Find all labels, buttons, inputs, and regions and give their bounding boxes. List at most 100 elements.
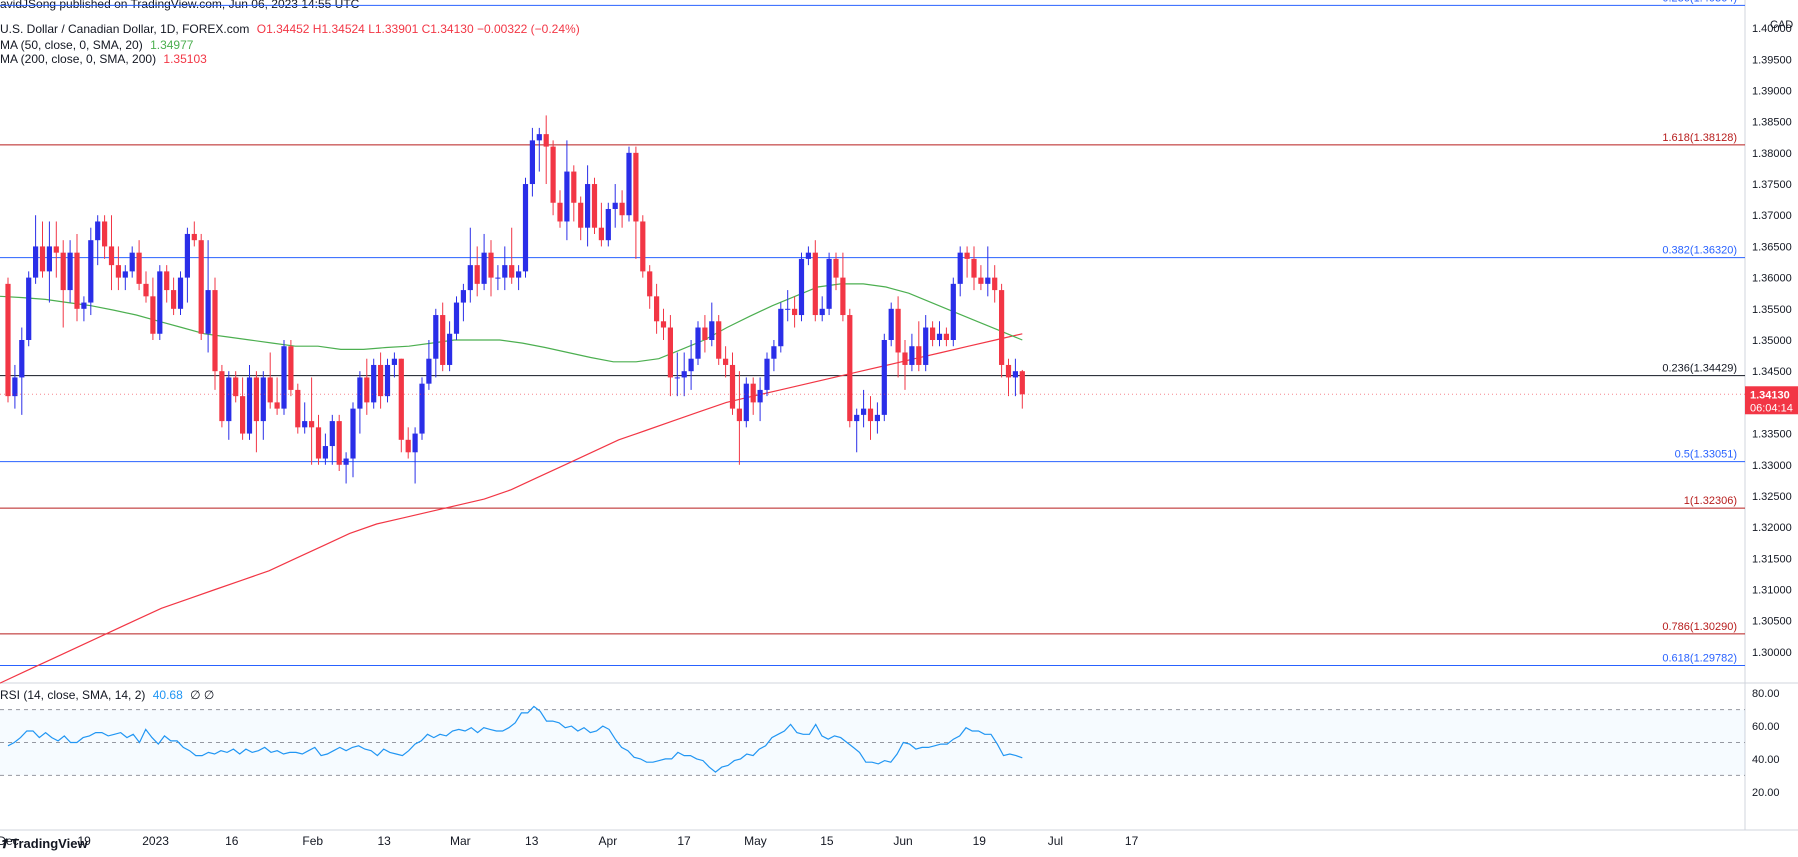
- ma50-label[interactable]: MA (50, close, 0, SMA, 20): [0, 38, 143, 52]
- candle-body: [522, 184, 529, 272]
- candle-body: [681, 371, 687, 378]
- candle: [315, 414, 322, 465]
- candle-body: [874, 414, 880, 422]
- candle-body: [1005, 364, 1012, 378]
- candle: [516, 265, 522, 291]
- candle-body: [930, 327, 936, 340]
- candle: [867, 396, 874, 440]
- time-tick-label: Jun: [893, 834, 912, 848]
- time-tick-label: Apr: [599, 834, 618, 848]
- candle: [660, 308, 667, 340]
- candle: [426, 340, 432, 390]
- candle: [336, 414, 342, 472]
- rsi-tick-label: 40.00: [1752, 754, 1780, 766]
- candle-body: [985, 277, 991, 284]
- candle-body: [136, 252, 142, 284]
- price-tick-label: 1.35500: [1752, 304, 1792, 316]
- candle: [115, 246, 121, 291]
- symbol-title[interactable]: U.S. Dollar / Canadian Dollar, 1D, FOREX…: [0, 22, 250, 36]
- candle: [771, 340, 777, 372]
- candle-body: [357, 377, 363, 409]
- candle-body: [598, 227, 604, 241]
- candle: [5, 277, 11, 403]
- price-tick-label: 1.38500: [1752, 117, 1792, 129]
- candle-body: [902, 352, 908, 365]
- candle: [812, 240, 818, 322]
- candle: [605, 202, 611, 247]
- candle-body: [177, 277, 184, 309]
- candle-body: [26, 277, 32, 340]
- candle-body: [253, 377, 259, 422]
- rsi-line: [7, 705, 1023, 773]
- candle-body: [440, 315, 446, 365]
- candle-body: [943, 333, 949, 340]
- candle-body: [171, 290, 177, 309]
- candle: [267, 352, 273, 409]
- candle: [233, 371, 239, 403]
- candle: [902, 340, 908, 390]
- candle: [778, 302, 784, 353]
- candle-body: [909, 346, 915, 365]
- candle: [177, 271, 184, 316]
- candle: [833, 252, 839, 291]
- candle: [723, 346, 729, 378]
- fib-level-label: 1(1.32306): [1684, 495, 1737, 507]
- candle-body: [750, 383, 756, 403]
- candle: [60, 240, 66, 328]
- candle-body: [246, 377, 253, 434]
- ma200-label[interactable]: MA (200, close, 0, SMA, 200): [0, 52, 157, 66]
- candle-body: [571, 171, 577, 203]
- candle: [171, 277, 177, 316]
- candle: [108, 215, 115, 291]
- candle-body: [578, 202, 584, 228]
- candle: [805, 246, 811, 266]
- candle: [999, 283, 1005, 378]
- candle-body: [916, 346, 922, 365]
- price-tick-label: 1.37000: [1752, 210, 1792, 222]
- candle: [453, 296, 460, 340]
- candle: [1005, 358, 1012, 397]
- candle-body: [74, 252, 80, 309]
- candle: [943, 327, 949, 347]
- rsi-label[interactable]: RSI (14, close, SMA, 14, 2): [0, 688, 146, 702]
- candle-body: [895, 308, 901, 353]
- candle-body: [688, 358, 694, 372]
- candle: [861, 389, 867, 428]
- candle-body: [971, 258, 977, 278]
- price-tick-label: 1.39000: [1752, 85, 1792, 97]
- candle-body: [343, 458, 349, 465]
- candle: [591, 177, 598, 234]
- candle-body: [371, 364, 377, 403]
- candle: [467, 227, 473, 303]
- candle: [585, 165, 591, 247]
- price-tick-label: 1.38000: [1752, 148, 1792, 160]
- candle-body: [757, 389, 763, 403]
- candle: [654, 283, 660, 334]
- candle: [129, 246, 135, 278]
- candle-body: [1012, 371, 1018, 378]
- candle-body: [281, 346, 287, 409]
- candle: [529, 127, 535, 197]
- candle: [819, 296, 825, 322]
- candle: [481, 233, 487, 291]
- candle-body: [5, 283, 11, 397]
- tradingview-watermark: 𝟏 TradingView: [0, 836, 88, 852]
- ma50-value: 1.34977: [150, 38, 194, 52]
- candle: [253, 371, 259, 453]
- candle: [874, 402, 880, 434]
- candle-body: [723, 358, 729, 365]
- candle: [95, 215, 101, 266]
- time-tick-label: Dec: [0, 834, 19, 848]
- candle-body: [143, 283, 149, 297]
- candle-body: [640, 221, 646, 272]
- last-price-tag: [1745, 386, 1798, 415]
- candle-body: [564, 171, 570, 222]
- candle-body: [605, 208, 611, 241]
- candle: [433, 308, 439, 378]
- candle: [164, 265, 170, 303]
- rsi-tick-label: 60.00: [1752, 721, 1780, 733]
- candle-body: [419, 383, 425, 434]
- candle: [881, 333, 887, 422]
- candle: [536, 127, 542, 172]
